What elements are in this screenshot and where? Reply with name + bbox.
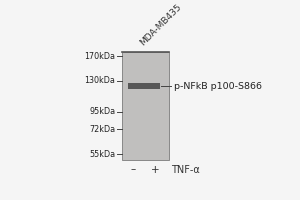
Text: 170kDa: 170kDa	[84, 52, 116, 61]
Text: 72kDa: 72kDa	[89, 125, 116, 134]
Text: MDA-MB435: MDA-MB435	[139, 3, 184, 48]
Bar	[128, 83, 160, 89]
Text: –: –	[130, 165, 136, 175]
Text: p-NFkB p100-S866: p-NFkB p100-S866	[173, 82, 262, 91]
Bar	[128, 83, 160, 89]
Text: 95kDa: 95kDa	[89, 107, 116, 116]
Text: +: +	[151, 165, 159, 175]
Text: TNF-α: TNF-α	[171, 165, 200, 175]
Text: 130kDa: 130kDa	[85, 76, 116, 85]
Bar	[122, 52, 169, 160]
Text: 55kDa: 55kDa	[89, 150, 116, 159]
